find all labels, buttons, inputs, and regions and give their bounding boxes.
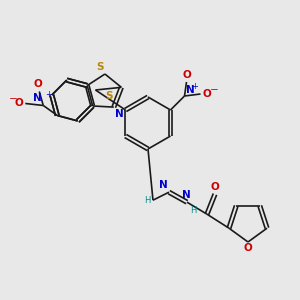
Text: O: O xyxy=(182,70,191,80)
Text: N: N xyxy=(185,85,194,95)
Text: O: O xyxy=(34,80,43,89)
Text: N: N xyxy=(159,180,168,190)
Text: O: O xyxy=(14,98,23,109)
Text: +: + xyxy=(45,91,52,100)
Text: −: − xyxy=(8,94,17,104)
Text: H: H xyxy=(145,196,151,205)
Text: N: N xyxy=(115,109,124,119)
Text: H: H xyxy=(190,206,196,215)
Text: −: − xyxy=(209,85,218,95)
Text: O: O xyxy=(202,89,211,99)
Text: N: N xyxy=(182,190,190,200)
Text: O: O xyxy=(244,243,252,253)
Text: O: O xyxy=(211,182,219,192)
Text: S: S xyxy=(96,62,104,72)
Text: +: + xyxy=(191,82,198,91)
Text: N: N xyxy=(32,94,41,103)
Text: S: S xyxy=(105,91,112,101)
